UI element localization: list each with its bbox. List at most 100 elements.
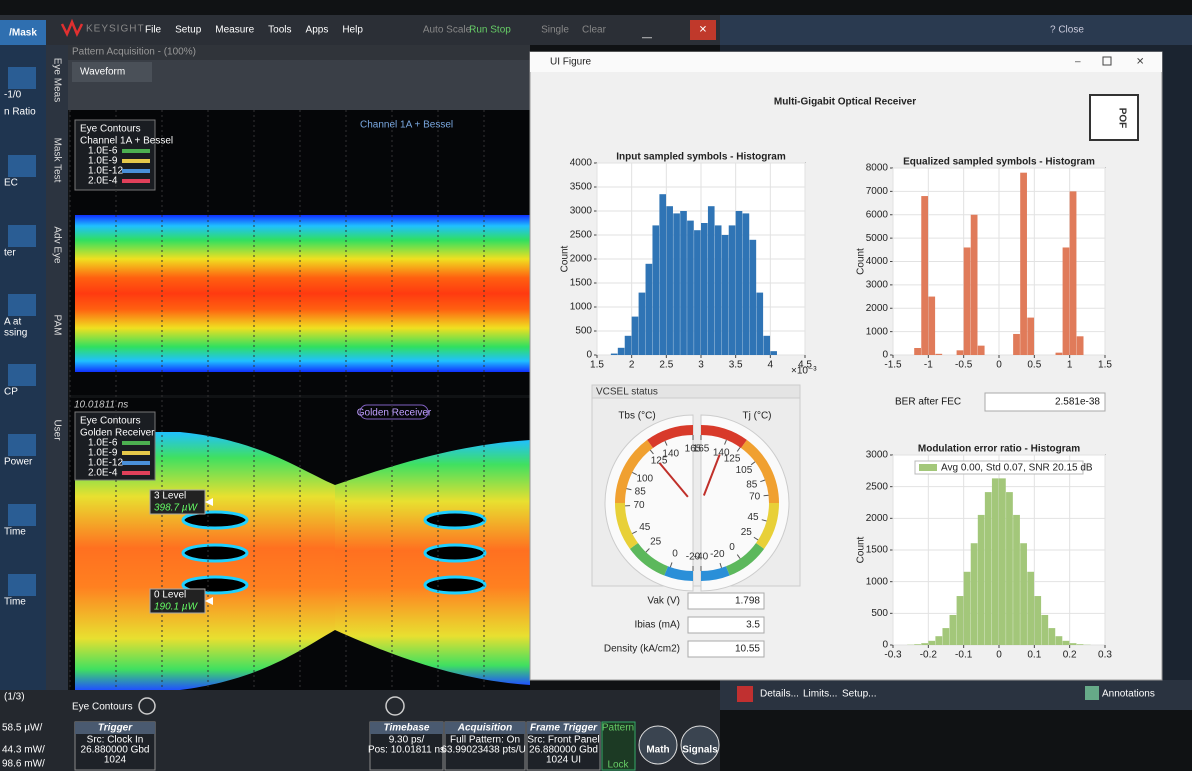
x-tick-label: -0.2 xyxy=(920,650,938,661)
close-help[interactable]: ? Close xyxy=(1050,25,1084,36)
histogram-bar xyxy=(1027,572,1034,645)
side-tab[interactable]: Mask Test xyxy=(51,138,62,183)
histogram-bar xyxy=(701,223,708,355)
side-tab[interactable]: Adv Eye xyxy=(51,226,62,264)
histogram-bar xyxy=(914,348,921,355)
scale-label: 98.6 mW/ xyxy=(2,759,45,770)
gauge-tick-label: 140 xyxy=(713,448,730,459)
x-tick-label: -1 xyxy=(924,360,933,371)
histogram-bar xyxy=(1013,334,1020,355)
strip-label[interactable]: ter xyxy=(4,248,16,259)
mode-tab-label[interactable]: /Mask xyxy=(9,28,37,39)
y-tick-label: 1000 xyxy=(866,326,889,337)
menu-item[interactable]: Measure xyxy=(215,25,254,36)
histogram-bar xyxy=(1056,636,1063,645)
y-tick-label: 500 xyxy=(575,326,592,337)
field-value: 10.55 xyxy=(735,644,760,655)
histogram-bar xyxy=(1020,173,1027,355)
histogram-bar xyxy=(971,215,978,355)
y-tick-label: 2000 xyxy=(866,303,889,314)
menu-item[interactable]: File xyxy=(145,25,162,36)
waveform-tab-label[interactable]: Waveform xyxy=(80,67,125,78)
y-tick-label: 1000 xyxy=(866,576,889,587)
panel-button[interactable]: Limits... xyxy=(803,689,837,700)
histogram-bar xyxy=(756,293,763,355)
histogram-bar xyxy=(639,293,646,355)
panel-button[interactable]: Details... xyxy=(760,689,799,700)
menu-item[interactable]: Help xyxy=(342,25,363,36)
plot-tag: Channel 1A + Bessel xyxy=(360,120,453,131)
toolbar-button[interactable]: Run Stop xyxy=(469,25,511,36)
field-label: Vak (V) xyxy=(647,596,680,607)
toolbar-button[interactable]: Clear xyxy=(582,25,607,36)
histogram-bar xyxy=(935,354,942,355)
annotations-label[interactable]: Annotations xyxy=(1102,689,1155,700)
strip-label[interactable]: -1/0 xyxy=(4,90,22,101)
status-title: Acquisition xyxy=(457,723,512,734)
strip-label[interactable]: A at xyxy=(4,317,21,328)
strip-label[interactable]: ssing xyxy=(4,328,27,339)
strip-label[interactable]: CP xyxy=(4,387,18,398)
x-tick-label: -0.3 xyxy=(884,650,902,661)
chart-title: Equalized sampled symbols - Histogram xyxy=(903,157,1095,168)
signals-label[interactable]: Signals xyxy=(682,745,718,756)
y-tick-label: 2000 xyxy=(866,513,889,524)
histogram-bar xyxy=(978,346,985,355)
histogram-bar xyxy=(921,196,928,355)
side-tab[interactable]: PAM xyxy=(51,315,62,336)
status-line: 1024 xyxy=(104,755,127,766)
annotations-checkbox[interactable] xyxy=(1085,686,1099,700)
legend-swatch xyxy=(122,451,150,455)
close-window[interactable]: ✕ xyxy=(1136,57,1144,68)
histogram-bar xyxy=(942,628,949,645)
gauge-tick-label: 0 xyxy=(729,542,735,553)
gauge-tick-label: -20 xyxy=(710,549,725,560)
strip-icon xyxy=(8,155,36,177)
strip-label[interactable]: Power xyxy=(4,457,33,468)
histogram-bar xyxy=(1013,515,1020,645)
gauge-title: Tj (°C) xyxy=(743,411,772,422)
side-tab[interactable]: Eye Meas xyxy=(51,58,62,102)
menu-button[interactable]: — xyxy=(642,33,652,44)
delete-button[interactable] xyxy=(737,686,753,702)
histogram-bar xyxy=(1048,628,1055,645)
math-label[interactable]: Math xyxy=(646,745,669,756)
main-close-icon[interactable]: ✕ xyxy=(699,25,707,36)
histogram-bar xyxy=(646,264,653,355)
strip-label[interactable]: Time xyxy=(4,597,26,608)
menu-item[interactable]: Apps xyxy=(306,25,329,36)
histogram-bar xyxy=(928,297,935,355)
field-value: 3.5 xyxy=(746,620,760,631)
histogram-bar xyxy=(652,225,659,355)
strip-icon xyxy=(8,67,36,89)
gauge-tick-label: 70 xyxy=(633,500,645,511)
legend-swatch xyxy=(919,464,937,471)
toolbar-button[interactable]: Auto Scale xyxy=(423,25,472,36)
strip-label[interactable]: EC xyxy=(4,178,18,189)
toolbar-button[interactable]: Single xyxy=(541,25,569,36)
y-tick-label: 2500 xyxy=(570,230,593,241)
y-tick-label: 2500 xyxy=(866,481,889,492)
window-title-bar xyxy=(530,52,1162,72)
histogram-bar xyxy=(729,225,736,355)
y-tick-label: 4000 xyxy=(570,158,593,169)
menu-item[interactable]: Setup xyxy=(175,25,202,36)
side-tab[interactable]: User xyxy=(51,419,62,441)
y-tick-label: 3000 xyxy=(866,280,889,291)
legend-swatch xyxy=(122,159,150,163)
y-tick-label: 500 xyxy=(871,608,888,619)
histogram-bar xyxy=(978,515,985,645)
minimize[interactable]: – xyxy=(1075,57,1081,68)
menu-item[interactable]: Tools xyxy=(268,25,291,36)
marker-name: 3 Level xyxy=(154,491,186,502)
panel-button[interactable]: Setup... xyxy=(842,689,876,700)
strip-label[interactable]: (1/3) xyxy=(4,692,25,703)
lock-label: Lock xyxy=(607,760,629,771)
strip-label[interactable]: n Ratio xyxy=(4,107,36,118)
eye-contours-label[interactable]: Eye Contours xyxy=(72,702,133,713)
status-line: 1024 UI xyxy=(546,755,581,766)
histogram-bar xyxy=(618,348,625,355)
histogram-bar xyxy=(1070,191,1077,355)
histogram-bar xyxy=(708,206,715,355)
strip-label[interactable]: Time xyxy=(4,527,26,538)
